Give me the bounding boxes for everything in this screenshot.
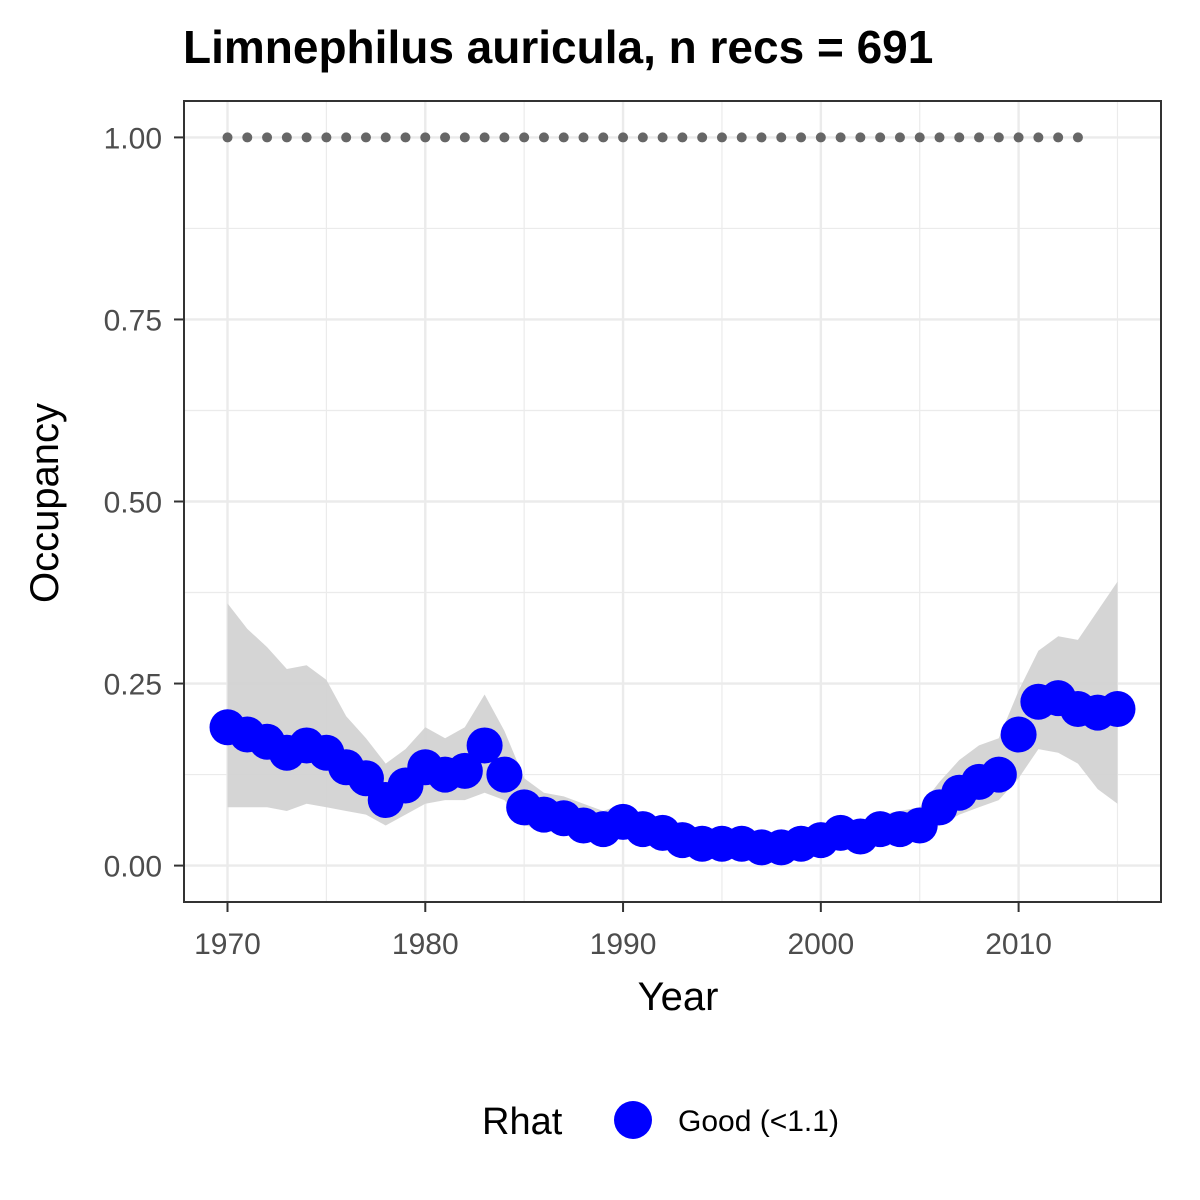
y-tick-label: 0.25 <box>104 669 162 702</box>
reference-point <box>360 132 371 143</box>
data-point <box>446 752 483 789</box>
legend: Rhat Good (<1.1) <box>482 1101 839 1143</box>
reference-point <box>875 132 886 143</box>
reference-point <box>400 132 411 143</box>
reference-point <box>815 132 826 143</box>
legend-key-good <box>614 1101 652 1139</box>
reference-point <box>736 132 747 143</box>
reference-point <box>1053 132 1064 143</box>
reference-point <box>538 132 549 143</box>
reference-point <box>321 132 332 143</box>
reference-point <box>242 132 253 143</box>
reference-point <box>716 132 727 143</box>
legend-title: Rhat <box>482 1101 563 1143</box>
reference-point <box>420 132 431 143</box>
legend-label-good: Good (<1.1) <box>678 1105 839 1138</box>
reference-point <box>637 132 648 143</box>
reference-point <box>578 132 589 143</box>
reference-point <box>855 132 866 143</box>
y-tick-label: 0.75 <box>104 304 162 337</box>
reference-point <box>974 132 985 143</box>
reference-point <box>894 132 905 143</box>
data-point <box>466 727 503 764</box>
reference-point <box>1013 132 1024 143</box>
reference-point <box>281 132 292 143</box>
reference-point <box>677 132 688 143</box>
x-tick-label: 1980 <box>392 928 459 961</box>
data-point <box>980 756 1017 793</box>
reference-point <box>657 132 668 143</box>
reference-point <box>756 132 767 143</box>
x-tick-label: 1970 <box>194 928 261 961</box>
reference-point <box>519 132 530 143</box>
reference-point <box>222 132 233 143</box>
reference-point <box>499 132 510 143</box>
reference-point <box>380 132 391 143</box>
data-point <box>486 756 523 793</box>
x-tick-label: 2010 <box>985 928 1052 961</box>
reference-point <box>618 132 629 143</box>
reference-point <box>479 132 490 143</box>
reference-point <box>934 132 945 143</box>
reference-point <box>558 132 569 143</box>
reference-point <box>796 132 807 143</box>
data-point <box>1099 691 1136 728</box>
y-axis-title: Occupancy <box>23 403 67 603</box>
reference-point <box>598 132 609 143</box>
data-point <box>1000 716 1037 753</box>
x-tick-label: 2000 <box>787 928 854 961</box>
reference-point <box>954 132 965 143</box>
y-tick-label: 0.00 <box>104 851 162 884</box>
axes: 1970 1980 1990 2000 2010 0.00 0.25 0.50 0.75 1.00 <box>104 122 1052 961</box>
reference-point <box>262 132 273 143</box>
reference-point <box>914 132 925 143</box>
reference-point <box>459 132 470 143</box>
ribbon-area <box>227 581 1118 853</box>
reference-point <box>301 132 312 143</box>
reference-point <box>341 132 352 143</box>
reference-point <box>776 132 787 143</box>
x-axis-title: Year <box>638 975 719 1019</box>
reference-point <box>993 132 1004 143</box>
reference-point <box>440 132 451 143</box>
chart-title: Limnephilus auricula, n recs = 691 <box>183 21 933 73</box>
reference-point <box>1033 132 1044 143</box>
reference-points <box>222 132 1083 143</box>
occupancy-points <box>209 680 1136 866</box>
y-tick-label: 0.50 <box>104 487 162 520</box>
y-tick-label: 1.00 <box>104 122 162 155</box>
reference-point <box>1072 132 1083 143</box>
reference-point <box>697 132 708 143</box>
reference-point <box>835 132 846 143</box>
credible-interval-ribbon <box>227 581 1118 853</box>
x-tick-label: 1990 <box>590 928 657 961</box>
